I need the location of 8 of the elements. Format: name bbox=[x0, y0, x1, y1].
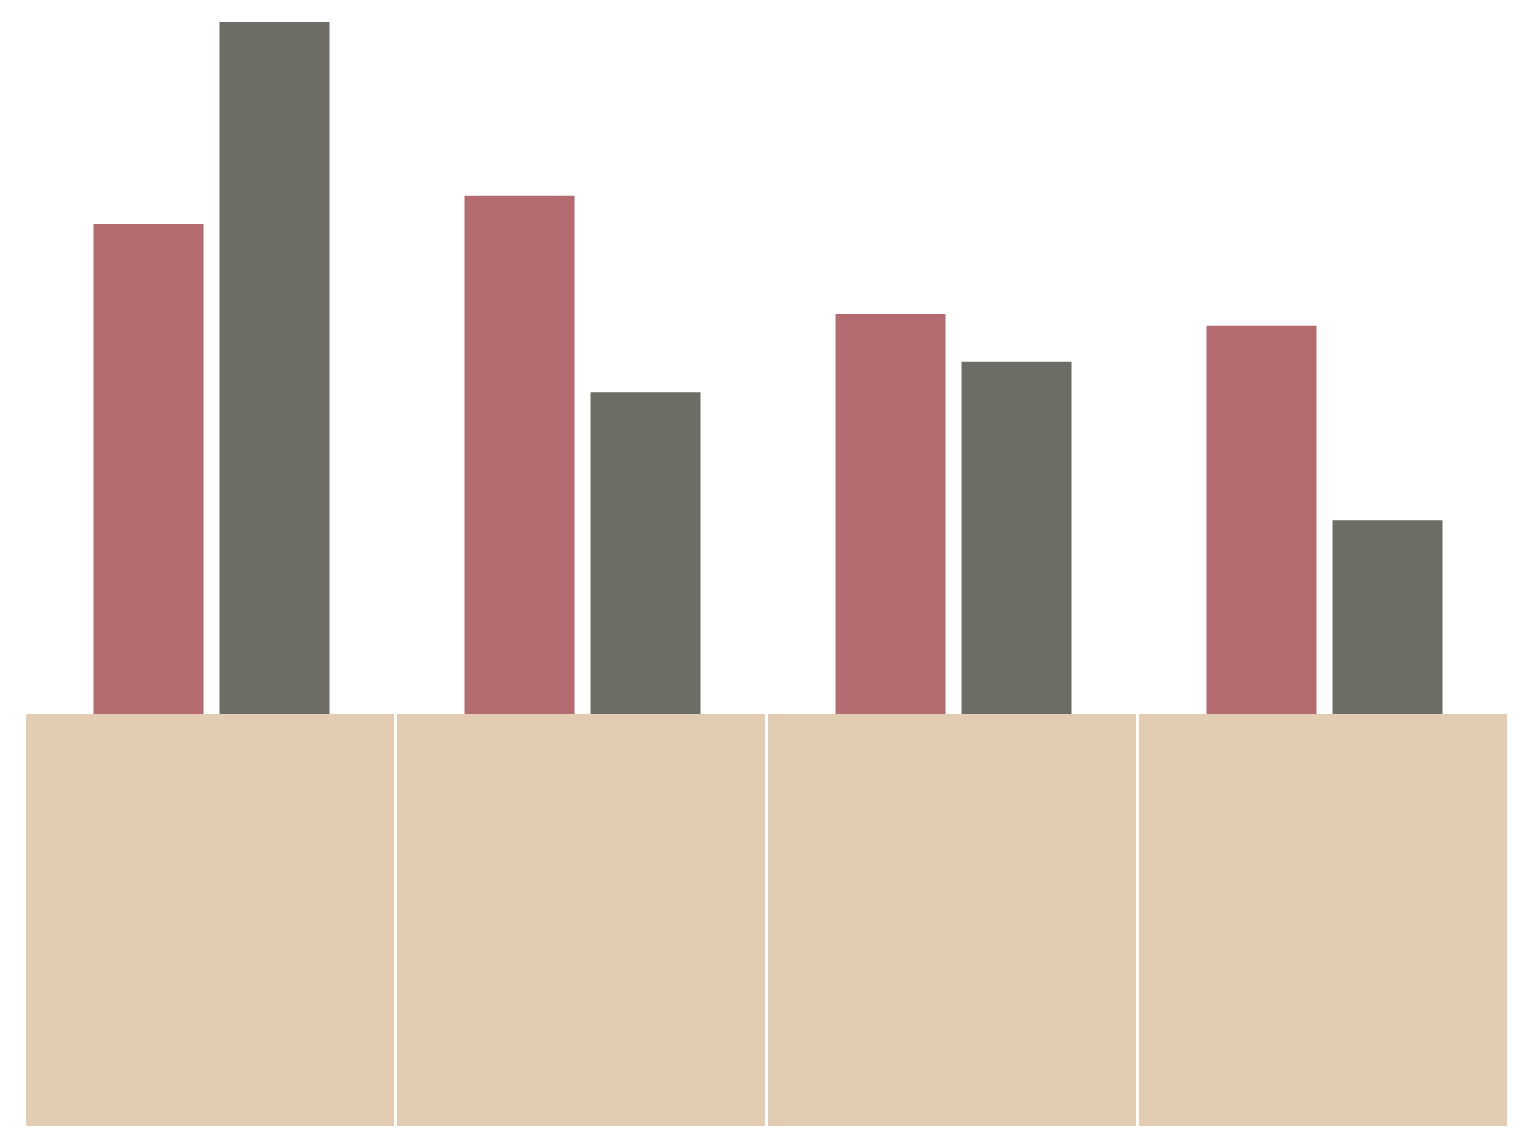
bar bbox=[219, 21, 330, 714]
bar bbox=[590, 392, 701, 714]
bar bbox=[1332, 520, 1443, 714]
bar bbox=[835, 314, 946, 714]
bar bbox=[961, 361, 1072, 714]
bar bbox=[1206, 325, 1317, 714]
bar bbox=[464, 195, 575, 714]
bar bbox=[93, 224, 204, 714]
